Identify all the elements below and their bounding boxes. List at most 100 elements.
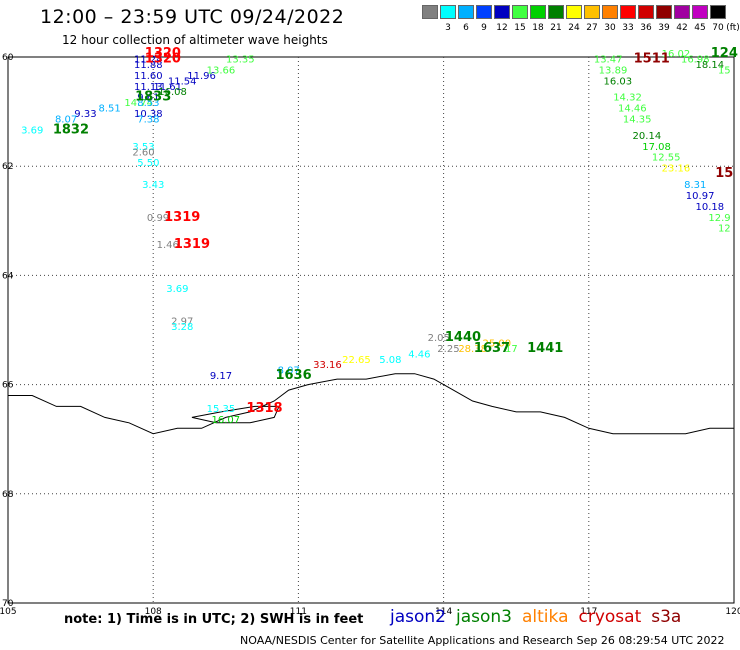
wave-height-value: 8.31 [684, 180, 706, 191]
wave-height-value: 3.43 [142, 180, 164, 191]
pass-time-label: 1440 [445, 330, 481, 345]
lon-tick-label: 117 [580, 607, 597, 617]
map-frame [7, 56, 735, 604]
legend-swatch [638, 5, 654, 19]
wave-height-value: 9.61 [137, 93, 159, 104]
legend-label: 39 [658, 23, 670, 33]
pass-time-label: 15 [715, 166, 733, 181]
lon-tick-label: 114 [435, 607, 452, 617]
wave-height-value: 14.46 [618, 104, 647, 115]
wave-height-value: 22.65 [342, 355, 371, 366]
wave-height-value: 5.50 [137, 158, 159, 169]
legend-label: 18 [532, 23, 544, 33]
legend-swatch [458, 5, 474, 19]
pass-time-label: 1832 [53, 122, 89, 137]
wave-height-value: 13.66 [207, 65, 236, 76]
legend-label: 6 [463, 23, 469, 33]
wave-height-value: 12.9 [708, 213, 730, 224]
wave-height-value: 3.69 [21, 125, 43, 136]
wave-height-value: 12.55 [652, 153, 681, 164]
legend-label: 36 [640, 23, 652, 33]
wave-height-value: 16.98 [681, 54, 710, 65]
legend-label: 27 [586, 23, 598, 33]
wave-height-value: 15 [718, 65, 731, 76]
wave-height-value: 16.03 [604, 76, 633, 87]
lat-tick-label: 60 [2, 53, 14, 63]
wave-height-value: 10.38 [134, 109, 163, 120]
wave-height-value: 3.69 [166, 284, 188, 295]
legend-swatch [710, 5, 726, 19]
wave-height-value: 20.14 [633, 131, 662, 142]
legend-label: 3 [445, 23, 451, 33]
legend-swatch [602, 5, 618, 19]
wave-height-value: 14.32 [613, 93, 642, 104]
wave-height-value: 13.35 [226, 54, 255, 65]
legend-swatch [566, 5, 582, 19]
pass-time-label: 1319 [174, 237, 210, 252]
wave-height-value: 15.35 [207, 404, 236, 415]
footnote: note: 1) Time is in UTC; 2) SWH is in fe… [64, 612, 364, 627]
pass-time-label: 1320 [145, 46, 181, 61]
pass-time-label: 1511 [634, 51, 670, 66]
wave-height-value: 17 [505, 344, 518, 355]
wave-height-value: 2.97 [171, 317, 193, 328]
wave-height-value: 2.25 [437, 344, 459, 355]
satellite-cryosat: cryosat [578, 607, 642, 627]
legend-label: 9 [481, 23, 487, 33]
wave-height-value: 33.16 [313, 360, 342, 371]
pass-time-label: 1320 [145, 51, 181, 66]
wave-height-value: 2.05 [428, 333, 450, 344]
credit-line: NOAA/NESDIS Center for Satellite Applica… [240, 634, 725, 647]
wave-height-value: 14.35 [623, 115, 652, 126]
lon-tick-label: 105 [0, 607, 17, 617]
legend-swatch [494, 5, 510, 19]
wave-height-value: 1.46 [157, 240, 179, 251]
legend-label: 12 [496, 23, 508, 33]
wave-height-value: 7.38 [137, 115, 159, 126]
wave-height-value: 13.89 [599, 65, 628, 76]
satellite-jason2: jason2 [390, 607, 446, 627]
pass-time-label: 1319 [164, 210, 200, 225]
map-subtitle: 12 hour collection of altimeter wave hei… [62, 33, 328, 47]
legend-label: 24 [568, 23, 580, 33]
wave-height-value: 11.13 [134, 82, 163, 93]
wave-height-value: 12 [718, 224, 731, 235]
lon-tick-label: 108 [145, 607, 162, 617]
lat-tick-label: 68 [2, 490, 14, 500]
legend-label: 15 [514, 23, 526, 33]
pass-time-label: 1833 [135, 90, 171, 105]
wave-height-value: 8.07 [278, 366, 300, 377]
wave-height-value: 10.18 [695, 202, 724, 213]
legend-label: 30 [604, 23, 616, 33]
map-title: 12:00 – 23:59 UTC 09/24/2022 [40, 6, 345, 28]
wave-height-value: 11.88 [134, 60, 163, 71]
legend-swatch [656, 5, 672, 19]
satellite-jason3: jason3 [456, 607, 512, 627]
wave-height-value: 28.38 [458, 344, 487, 355]
wave-height-value: 25.00 [483, 338, 512, 349]
lon-tick-label: 111 [290, 607, 307, 617]
satellite-altika: altika [522, 607, 569, 627]
pass-time-label: 1441 [527, 341, 563, 356]
legend-label: 33 [622, 23, 634, 33]
legend-swatch [548, 5, 564, 19]
satellite-s3a: s3a [651, 607, 682, 627]
lat-tick-label: 62 [2, 162, 13, 172]
wave-height-value: 16.02 [662, 49, 691, 60]
wave-height-value: 8.51 [99, 104, 121, 115]
wave-height-value: 9.17 [210, 371, 232, 382]
pass-time-label: 1637 [474, 341, 510, 356]
lon-tick-label: 120 [725, 607, 740, 617]
legend-label: 42 [676, 23, 688, 33]
wave-height-value: 8.07 [55, 115, 77, 126]
wave-height-value: 11.96 [187, 71, 216, 82]
legend-label: 21 [550, 23, 562, 33]
legend-swatch [674, 5, 690, 19]
legend-swatch [620, 5, 636, 19]
legend-swatch [692, 5, 708, 19]
wave-height-value: 3.28 [171, 322, 193, 333]
legend-swatch [476, 5, 492, 19]
wave-height-value: 13.47 [594, 54, 623, 65]
wave-height-value: 17.08 [642, 142, 671, 153]
